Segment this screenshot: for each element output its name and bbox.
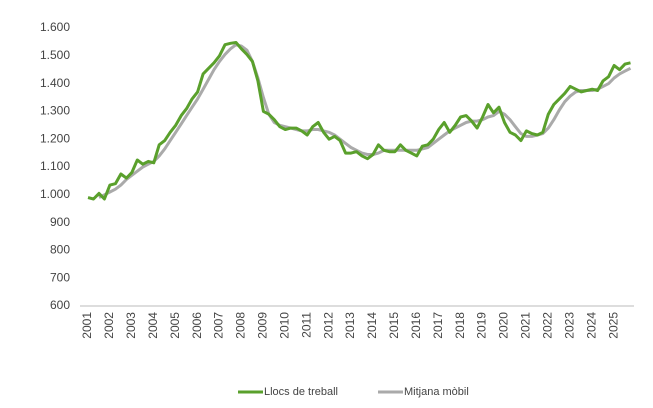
x-tick-label: 2008 bbox=[234, 312, 248, 339]
x-tick-label: 2002 bbox=[102, 312, 116, 339]
legend-label: Mitjana mòbil bbox=[404, 386, 469, 398]
x-tick-label: 2021 bbox=[519, 312, 533, 339]
y-tick-label: 1.300 bbox=[40, 104, 70, 118]
x-tick-label: 2011 bbox=[299, 312, 313, 338]
x-tick-label: 2020 bbox=[497, 312, 511, 339]
x-tick-label: 2022 bbox=[540, 312, 554, 339]
y-tick-label: 700 bbox=[50, 270, 70, 284]
x-tick-label: 2001 bbox=[80, 312, 94, 339]
y-tick-label: 1.000 bbox=[40, 187, 70, 201]
x-tick-label: 2006 bbox=[190, 312, 204, 339]
x-tick-label: 2023 bbox=[562, 312, 576, 339]
y-tick-label: 600 bbox=[50, 298, 70, 312]
y-tick-label: 1.500 bbox=[40, 48, 70, 62]
x-tick-label: 2018 bbox=[453, 312, 467, 339]
series-line bbox=[87, 41, 631, 201]
y-tick-label: 900 bbox=[50, 215, 70, 229]
x-tick-label: 2010 bbox=[277, 312, 291, 339]
legend-label: Llocs de treball bbox=[264, 386, 338, 398]
y-tick-label: 1.600 bbox=[40, 20, 70, 34]
x-tick-label: 2003 bbox=[124, 312, 138, 339]
x-tick-label: 2012 bbox=[321, 312, 335, 339]
x-tick-label: 2015 bbox=[387, 312, 401, 339]
x-tick-label: 2014 bbox=[365, 312, 379, 339]
x-tick-label: 2024 bbox=[584, 312, 598, 339]
y-tick-label: 1.200 bbox=[40, 131, 70, 145]
y-tick-label: 1.400 bbox=[40, 76, 70, 90]
x-tick-label: 2016 bbox=[409, 312, 423, 339]
x-tick-label: 2004 bbox=[146, 312, 160, 339]
x-tick-label: 2013 bbox=[343, 312, 357, 339]
x-tick-label: 2025 bbox=[606, 312, 620, 339]
y-tick-label: 800 bbox=[50, 243, 70, 257]
x-tick-label: 2007 bbox=[212, 312, 226, 339]
x-tick-label: 2005 bbox=[168, 312, 182, 339]
x-tick-label: 2009 bbox=[256, 312, 270, 339]
y-tick-label: 1.100 bbox=[40, 159, 70, 173]
x-tick-label: 2019 bbox=[475, 312, 489, 339]
x-tick-label: 2017 bbox=[431, 312, 445, 339]
